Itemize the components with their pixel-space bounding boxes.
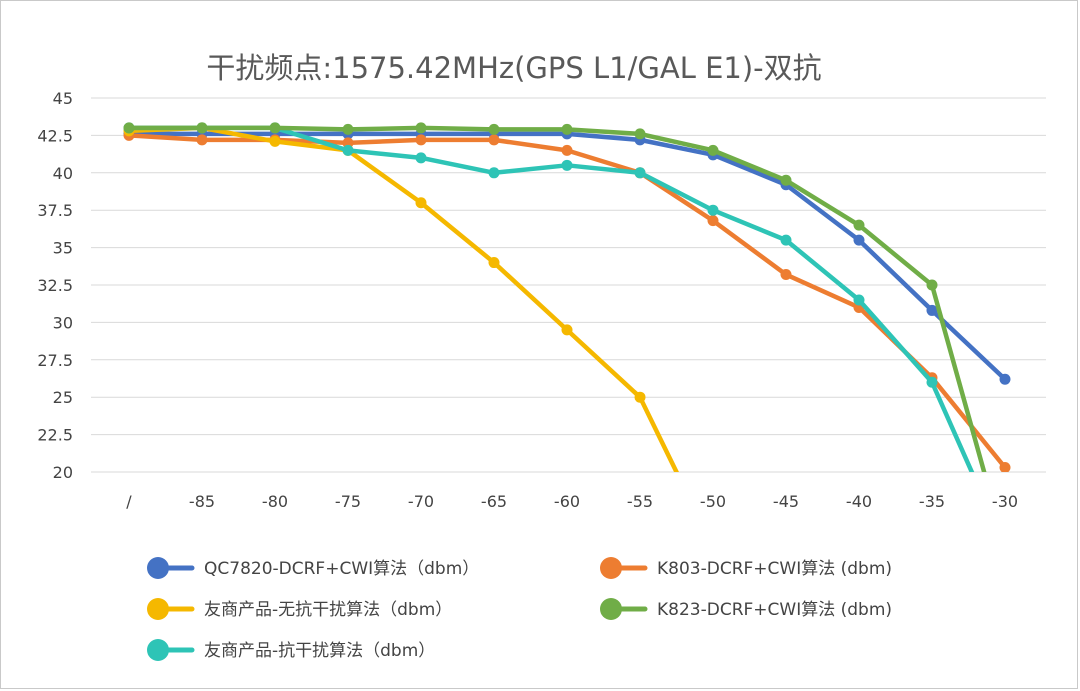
data-point [561, 144, 573, 156]
legend-swatch-marker [600, 557, 622, 579]
series-line [126, 125, 987, 472]
data-point [196, 122, 208, 134]
legend-label: K823-DCRF+CWI算法 (dbm) [657, 600, 892, 620]
data-point [488, 257, 500, 269]
x-axis-ticks: / -85 -80 -75 -70 -65 -60 -55 -50 -45 -40 -35 -30 [126, 492, 1018, 511]
data-point [634, 391, 646, 403]
y-tick-label: 35 [53, 239, 73, 258]
legend-swatch-marker [147, 557, 169, 579]
data-point [415, 152, 427, 164]
series-4 [123, 122, 987, 472]
x-tick-label: -55 [627, 492, 653, 511]
x-tick-label: -35 [919, 492, 945, 511]
x-tick-label: -40 [846, 492, 872, 511]
y-tick-label: 22.5 [37, 426, 73, 445]
data-point [561, 123, 573, 135]
data-point [415, 197, 427, 209]
y-tick-label: 30 [53, 313, 73, 332]
legend-swatch-marker [600, 598, 622, 620]
x-tick-label: -45 [773, 492, 799, 511]
y-tick-label: 37.5 [37, 201, 73, 220]
data-point [999, 373, 1011, 385]
y-axis-ticks: 45 42.5 40 37.5 35 32.5 30 27.5 25 22.5 20 [37, 89, 73, 482]
series-2 [123, 129, 1011, 472]
y-tick-label: 42.5 [37, 126, 73, 145]
data-point [415, 122, 427, 134]
legend-item-5: 友商产品-抗干扰算法（dbm） [147, 639, 435, 661]
data-point [342, 144, 354, 156]
legend-swatch-marker [147, 598, 169, 620]
x-tick-label: -30 [992, 492, 1018, 511]
data-point [561, 324, 573, 336]
data-point [415, 134, 427, 146]
data-point [926, 376, 938, 388]
data-point [488, 123, 500, 135]
data-point [196, 134, 208, 146]
legend-item-2: K803-DCRF+CWI算法 (dbm) [600, 557, 892, 579]
series-line [126, 133, 1008, 470]
data-point [342, 123, 354, 135]
legend-label: K803-DCRF+CWI算法 (dbm) [657, 559, 892, 579]
data-point [853, 219, 865, 231]
data-point [634, 167, 646, 179]
data-point [853, 294, 865, 306]
data-point [780, 174, 792, 186]
data-point [999, 462, 1011, 472]
legend-label: 友商产品-抗干扰算法（dbm） [204, 641, 435, 661]
y-tick-label: 25 [53, 388, 73, 407]
legend-label: QC7820-DCRF+CWI算法（dbm） [204, 559, 479, 579]
legend: QC7820-DCRF+CWI算法（dbm） K803-DCRF+CWI算法 (d… [147, 557, 892, 661]
x-tick-label: / [126, 492, 132, 511]
data-point [123, 122, 135, 134]
data-point [269, 122, 281, 134]
y-tick-label: 45 [53, 89, 73, 108]
y-tick-label: 40 [53, 164, 73, 183]
x-tick-label: -60 [554, 492, 580, 511]
data-point [707, 204, 719, 216]
data-point [926, 279, 938, 291]
y-tick-label: 20 [53, 463, 73, 482]
x-tick-label: -65 [481, 492, 507, 511]
data-point [488, 167, 500, 179]
series-3 [123, 122, 680, 472]
data-point [707, 215, 719, 227]
legend-item-3: 友商产品-无抗干扰算法（dbm） [147, 598, 452, 620]
data-point [269, 135, 281, 147]
y-tick-label: 27.5 [37, 351, 73, 370]
data-point [488, 134, 500, 146]
y-tick-label: 32.5 [37, 276, 73, 295]
series-line [126, 125, 680, 472]
legend-item-4: K823-DCRF+CWI算法 (dbm) [600, 598, 892, 620]
data-point [853, 234, 865, 246]
x-tick-label: -75 [335, 492, 361, 511]
data-point [561, 159, 573, 171]
x-tick-label: -70 [408, 492, 434, 511]
data-point [780, 234, 792, 246]
x-tick-label: -80 [262, 492, 288, 511]
x-tick-label: -50 [700, 492, 726, 511]
data-point [926, 304, 938, 316]
data-point [634, 128, 646, 140]
series-layer [123, 122, 1011, 472]
x-tick-label: -85 [189, 492, 215, 511]
legend-item-1: QC7820-DCRF+CWI算法（dbm） [147, 557, 479, 579]
data-point [780, 269, 792, 281]
data-point [707, 144, 719, 156]
series-line [126, 125, 975, 472]
legend-label: 友商产品-无抗干扰算法（dbm） [204, 600, 452, 620]
legend-swatch-marker [147, 639, 169, 661]
chart-title: 干扰频点:1575.42MHz(GPS L1/GAL E1)-双抗 [206, 51, 821, 85]
